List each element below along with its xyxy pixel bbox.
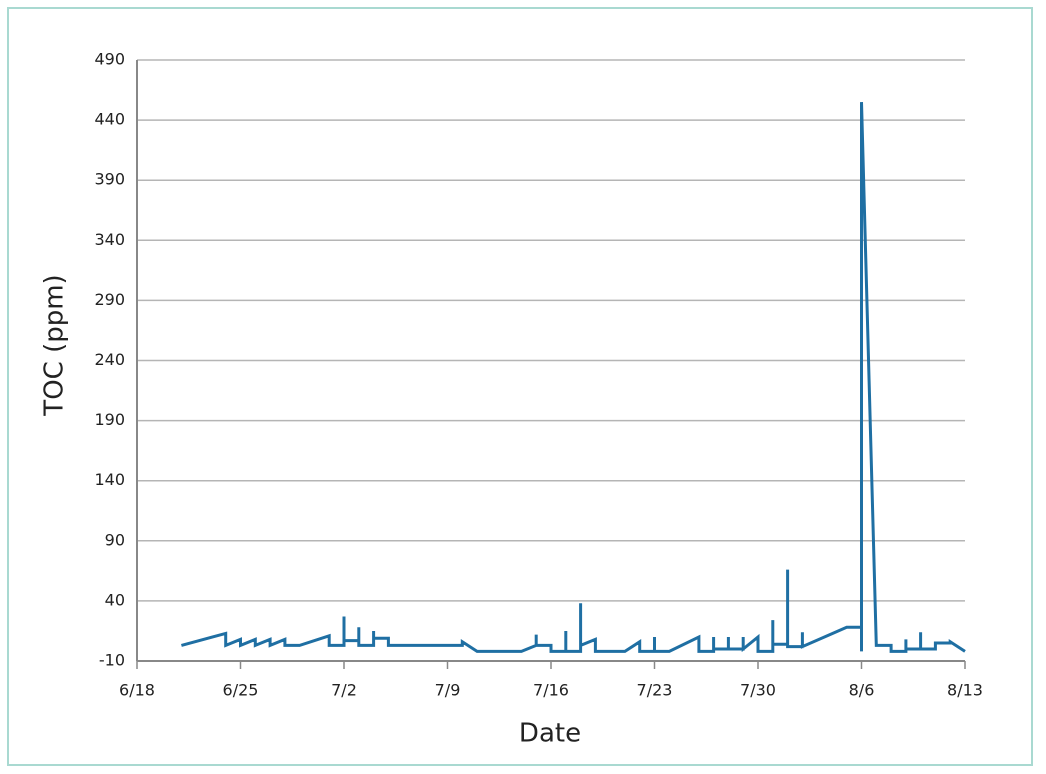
x-tick-label: 7/2 [331, 681, 357, 700]
x-tick-label: 6/25 [223, 681, 259, 700]
x-axis-title: Date [519, 719, 581, 749]
y-axis-title: TOC (ppm) [40, 274, 70, 416]
y-tick-label: 340 [94, 230, 125, 249]
x-tick-label: 8/13 [947, 681, 983, 700]
x-tick-label: 7/23 [637, 681, 673, 700]
y-tick-label: -10 [99, 651, 125, 670]
y-tick-label: 390 [94, 170, 125, 189]
y-tick-label: 440 [94, 110, 125, 129]
y-tick-label: 90 [105, 530, 125, 549]
x-tick-label: 6/18 [119, 681, 155, 700]
frame [7, 7, 1033, 766]
y-tick-label: 290 [94, 290, 125, 309]
y-tick-label: 190 [94, 410, 125, 429]
x-tick-label: 7/9 [435, 681, 461, 700]
x-tick-label: 8/6 [849, 681, 875, 700]
x-tick-label: 7/30 [740, 681, 776, 700]
data-line [181, 102, 966, 653]
y-tick-label: 240 [94, 350, 125, 369]
y-tick-label: 490 [94, 50, 125, 69]
x-tick-label: 7/16 [533, 681, 569, 700]
y-tick-label: 40 [105, 590, 125, 609]
y-tick-label: 140 [94, 470, 125, 489]
